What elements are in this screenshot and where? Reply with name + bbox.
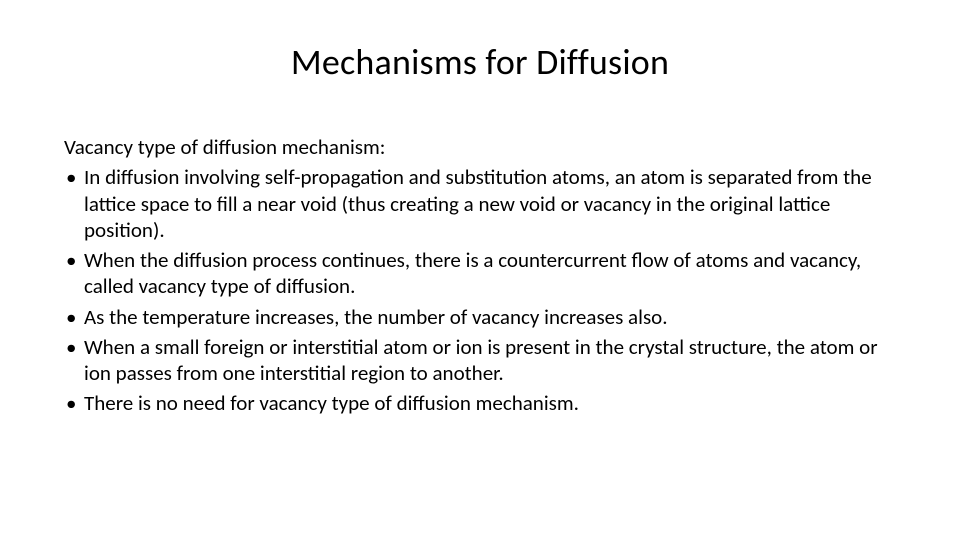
slide-subtitle: Vacancy type of diffusion mechanism: — [64, 134, 896, 160]
bullet-item: • As the temperature increases, the numb… — [64, 304, 896, 330]
bullet-text: There is no need for vacancy type of dif… — [84, 390, 896, 416]
slide-title: Mechanisms for Diffusion — [60, 40, 900, 84]
bullet-marker-icon: • — [64, 164, 84, 190]
slide-content: Vacancy type of diffusion mechanism: • I… — [60, 134, 900, 417]
bullet-marker-icon: • — [64, 334, 84, 360]
bullet-item: • When a small foreign or interstitial a… — [64, 334, 896, 387]
bullet-text: In diffusion involving self-propagation … — [84, 164, 896, 243]
slide-container: Mechanisms for Diffusion Vacancy type of… — [0, 0, 960, 540]
bullet-marker-icon: • — [64, 247, 84, 273]
bullet-text: When a small foreign or interstitial ato… — [84, 334, 896, 387]
bullet-marker-icon: • — [64, 304, 84, 330]
bullet-marker-icon: • — [64, 390, 84, 416]
bullet-item: • There is no need for vacancy type of d… — [64, 390, 896, 416]
bullet-text: When the diffusion process continues, th… — [84, 247, 896, 300]
bullet-item: • When the diffusion process continues, … — [64, 247, 896, 300]
bullet-item: • In diffusion involving self-propagatio… — [64, 164, 896, 243]
bullet-text: As the temperature increases, the number… — [84, 304, 896, 330]
bullet-list: • In diffusion involving self-propagatio… — [64, 164, 896, 416]
